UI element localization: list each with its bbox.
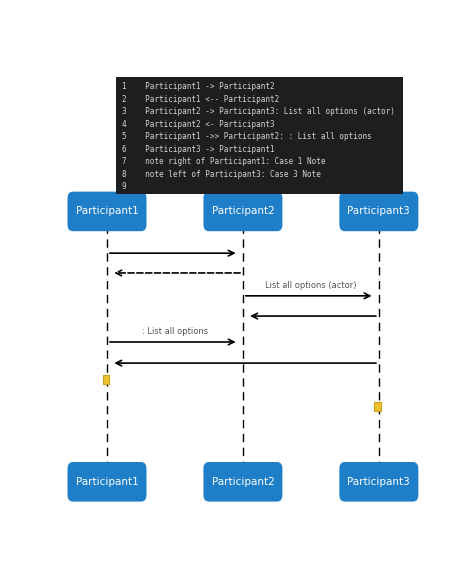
Text: 1    Participant1 -> Participant2: 1 Participant1 -> Participant2	[122, 82, 274, 91]
FancyBboxPatch shape	[102, 375, 109, 384]
Text: 5    Participant1 ->> Participant2: : List all options: 5 Participant1 ->> Participant2: : List …	[122, 132, 372, 141]
FancyBboxPatch shape	[374, 402, 381, 412]
FancyBboxPatch shape	[203, 192, 283, 231]
Text: : List all options: : List all options	[142, 327, 208, 336]
Text: 3    Participant2 -> Participant3: List all options (actor): 3 Participant2 -> Participant3: List all…	[122, 107, 394, 116]
Text: Participant2: Participant2	[211, 477, 274, 487]
Text: 6    Participant3 -> Participant1: 6 Participant3 -> Participant1	[122, 145, 274, 154]
FancyBboxPatch shape	[339, 192, 419, 231]
Text: Participant3: Participant3	[347, 206, 410, 216]
Text: 2    Participant1 <-- Participant2: 2 Participant1 <-- Participant2	[122, 95, 279, 104]
FancyBboxPatch shape	[203, 462, 283, 501]
FancyBboxPatch shape	[67, 192, 146, 231]
Text: List all options (actor): List all options (actor)	[265, 281, 356, 290]
Text: Participant1: Participant1	[76, 206, 138, 216]
Text: 4    Participant2 <- Participant3: 4 Participant2 <- Participant3	[122, 120, 274, 129]
Text: 9: 9	[122, 183, 145, 191]
Text: Participant1: Participant1	[76, 477, 138, 487]
Text: 7    note right of Participant1: Case 1 Note: 7 note right of Participant1: Case 1 Not…	[122, 158, 325, 166]
FancyBboxPatch shape	[116, 77, 403, 194]
Text: Participant2: Participant2	[211, 206, 274, 216]
Text: 8    note left of Participant3: Case 3 Note: 8 note left of Participant3: Case 3 Note	[122, 170, 320, 179]
FancyBboxPatch shape	[339, 462, 419, 501]
FancyBboxPatch shape	[67, 462, 146, 501]
Text: Participant3: Participant3	[347, 477, 410, 487]
